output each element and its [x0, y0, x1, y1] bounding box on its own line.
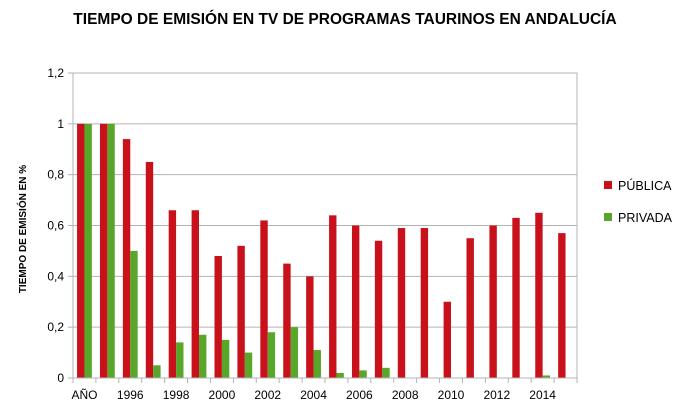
bar-privada-2014: [542, 375, 551, 378]
bar-privada-1995: [107, 123, 115, 378]
bar-pública-1996: [122, 139, 131, 378]
y-tick-label: 1,2: [47, 66, 64, 80]
legend-swatch-pública: [604, 181, 612, 189]
bar-pública-2002: [260, 220, 268, 378]
bar-pública-2007: [374, 240, 383, 378]
bar-privada-1996: [130, 250, 138, 378]
bar-pública-año: [77, 123, 85, 378]
bar-privada-1997: [153, 365, 161, 378]
x-tick-label: AÑO: [71, 388, 97, 402]
y-tick-label: 0: [57, 371, 64, 385]
y-tick-label: 0,2: [47, 320, 64, 334]
bar-pública-2001: [237, 245, 245, 378]
bar-pública-1998: [168, 210, 177, 378]
bar-pública-2008: [397, 228, 406, 378]
x-tick-label: 2004: [300, 388, 327, 402]
bar-pública-2006: [351, 225, 360, 378]
x-tick-label: 1998: [163, 388, 190, 402]
bar-privada-2002: [267, 332, 276, 378]
bar-privada-2007: [382, 367, 390, 378]
bar-privada-1999: [199, 334, 207, 378]
x-tick-label: 2010: [438, 388, 465, 402]
bar-privada-2000: [221, 339, 230, 378]
bar-privada-2006: [359, 370, 367, 378]
bar-privada-2005: [336, 372, 344, 378]
bar-pública-2005: [329, 215, 337, 378]
bar-pública-2013: [512, 217, 520, 378]
bar-pública-2004: [306, 276, 314, 378]
bar-pública-1995: [99, 123, 108, 378]
bar-pública-2015: [558, 233, 566, 378]
x-tick-label: 2006: [346, 388, 373, 402]
bar-privada-año: [84, 123, 92, 378]
legend-label-pública: PÚBLICA: [618, 178, 672, 193]
y-tick-label: 0,6: [47, 219, 64, 233]
bar-pública-2010: [443, 301, 451, 378]
bar-privada-1998: [176, 342, 184, 378]
chart-title: TIEMPO DE EMISIÓN EN TV DE PROGRAMAS TAU…: [73, 11, 617, 28]
x-tick-label: 2000: [209, 388, 236, 402]
x-tick-label: 2014: [529, 388, 556, 402]
bar-pública-2012: [489, 225, 497, 378]
bar-pública-2003: [283, 263, 291, 378]
y-tick-label: 1: [57, 117, 64, 131]
bar-privada-2001: [244, 352, 253, 378]
x-tick-label: 1996: [117, 388, 144, 402]
bar-pública-2009: [420, 228, 429, 378]
bar-privada-2004: [313, 350, 321, 378]
y-tick-label: 0,4: [47, 269, 64, 283]
y-axis-title: TIEMPO DE EMISIÓN EN %: [16, 165, 29, 293]
x-tick-label: 2002: [254, 388, 281, 402]
bar-pública-2014: [535, 212, 543, 378]
x-tick-label: 2012: [483, 388, 510, 402]
legend-swatch-privada: [604, 213, 612, 221]
bar-pública-2011: [466, 238, 474, 378]
y-tick-label: 0,8: [47, 168, 64, 182]
legend-label-privada: PRIVADA: [618, 211, 673, 225]
bar-pública-2000: [214, 256, 222, 378]
x-tick-label: 2008: [392, 388, 419, 402]
bar-pública-1999: [191, 210, 199, 378]
bar-privada-2003: [290, 327, 299, 378]
bar-pública-1997: [145, 161, 154, 378]
